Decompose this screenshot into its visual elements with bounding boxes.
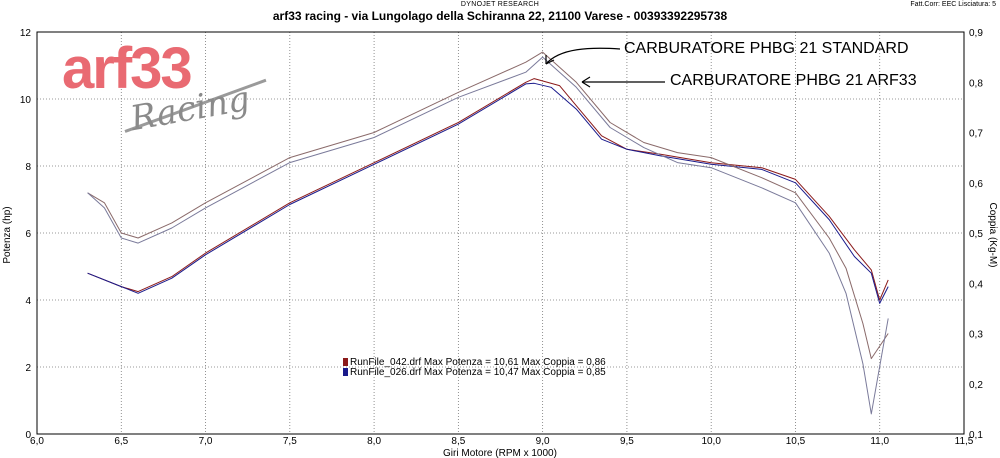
y-tick-label: 10 [20, 95, 32, 106]
y2-tick-label: 0,7 [969, 129, 983, 140]
annotation-standard: CARBURATORE PHBG 21 STANDARD [624, 40, 909, 57]
y2-tick-label: 0,1 [969, 430, 983, 441]
legend-item: RunFile_026.drf Max Potenza = 10,47 Max … [343, 367, 606, 378]
x-tick-label: 7,5 [283, 436, 297, 447]
y-tick-label: 6 [25, 229, 31, 240]
series-line-2 [87, 51, 889, 360]
x-tick-label: 11,5 [955, 436, 974, 447]
y-tick-label: 2 [25, 363, 31, 374]
arrowhead-standard [545, 55, 555, 65]
legend-swatch [343, 358, 348, 366]
plot-frame [36, 31, 965, 435]
y-axis-label: Potenza (hp) [2, 206, 13, 263]
x-tick-label: 11,0 [870, 436, 889, 447]
y-tick-label: 12 [20, 28, 32, 39]
y2-tick-label: 0,6 [969, 179, 983, 190]
legend-text: RunFile_042.drf Max Potenza = 10,61 Max … [350, 357, 606, 368]
x-tick-label: 9,0 [536, 436, 550, 447]
annotation-arrows [545, 47, 665, 88]
legend-swatch [343, 368, 348, 376]
x-tick-label: 7,0 [199, 436, 213, 447]
y-tick-label: 8 [25, 162, 31, 173]
dyno-brand: DYNOJET RESEARCH [460, 1, 540, 8]
series-line-0 [87, 78, 889, 301]
legend-text: RunFile_026.drf Max Potenza = 10,47 Max … [350, 367, 606, 378]
x-tick-label: 10,5 [786, 436, 806, 447]
annotation-arf33: CARBURATORE PHBG 21 ARF33 [670, 72, 917, 89]
x-tick-label: 10,0 [701, 436, 721, 447]
arrow-standard [545, 47, 621, 65]
legend-item: RunFile_042.drf Max Potenza = 10,61 Max … [343, 357, 606, 368]
x-tick-label: 6,5 [114, 436, 128, 447]
y-tick-label: 4 [25, 296, 31, 307]
chart-title: arf33 racing - via Lungolago della Schir… [272, 9, 728, 23]
x-tick-label: 8,0 [367, 436, 381, 447]
correction-info: Fatt.Corr: EEC Lisciatura: 5 [910, 1, 996, 8]
y2-tick-label: 0,2 [969, 380, 983, 391]
arrowhead-arf33 [581, 76, 591, 88]
series-line-1 [87, 82, 889, 304]
x-tick-label: 8,5 [451, 436, 465, 447]
x-tick-label: 9,5 [620, 436, 634, 447]
y2-tick-label: 0,4 [969, 279, 983, 290]
grid [37, 32, 964, 434]
arf33-logo: arf33 [62, 36, 193, 101]
x-axis-label: Giri Motore (RPM x 1000) [443, 448, 557, 458]
series-lines [87, 51, 889, 415]
y2-tick-label: 0,5 [969, 229, 983, 240]
series-line-3 [87, 56, 889, 415]
y2-tick-label: 0,3 [969, 330, 983, 341]
y2-axis-label: Coppia (Kg-M) [987, 202, 998, 267]
y2-tick-label: 0,8 [969, 78, 983, 89]
tick-labels: 6,0 6,5 7,0 7,5 8,0 8,5 9,0 9,5 10,0 10,5 11,0 11,5… [20, 28, 983, 447]
y-tick-label: 0 [25, 430, 31, 441]
x-tick-label: 6,0 [30, 436, 44, 447]
y2-tick-label: 0,9 [969, 28, 983, 39]
